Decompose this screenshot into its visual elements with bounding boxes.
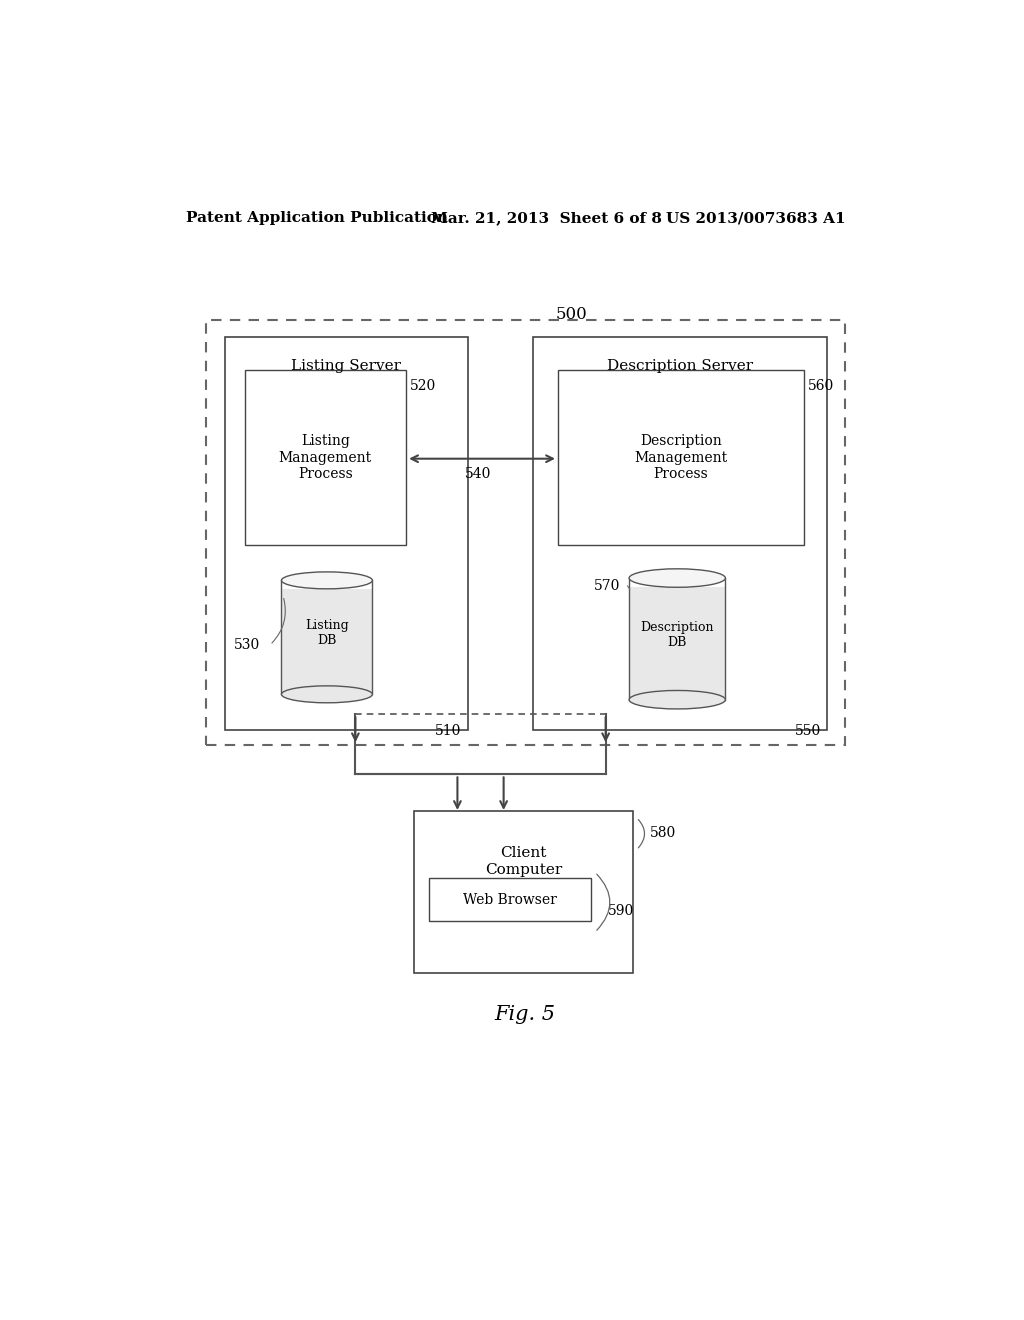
Text: 530: 530 (233, 638, 260, 652)
Bar (414, 812, 633, 973)
Ellipse shape (282, 686, 373, 702)
Text: Client
Computer: Client Computer (484, 846, 562, 876)
Text: Mar. 21, 2013  Sheet 6 of 8: Mar. 21, 2013 Sheet 6 of 8 (431, 211, 662, 226)
Text: 540: 540 (465, 467, 492, 480)
Text: Fig. 5: Fig. 5 (495, 1005, 555, 1024)
Text: 560: 560 (808, 379, 835, 392)
Bar (282, 589, 373, 694)
Text: Description
DB: Description DB (640, 620, 714, 649)
Bar (429, 878, 591, 921)
Text: 520: 520 (410, 379, 436, 392)
Text: 510: 510 (435, 723, 462, 738)
Bar (532, 337, 827, 730)
Bar (629, 587, 725, 700)
Ellipse shape (629, 569, 725, 587)
Ellipse shape (282, 572, 373, 589)
Text: 590: 590 (608, 904, 634, 919)
Text: Description Server: Description Server (607, 359, 753, 374)
Text: Patent Application Publication: Patent Application Publication (186, 211, 449, 226)
Text: US 2013/0073683 A1: US 2013/0073683 A1 (666, 211, 846, 226)
Text: 500: 500 (556, 306, 588, 323)
Text: Listing
DB: Listing DB (305, 619, 349, 648)
Ellipse shape (629, 690, 725, 709)
Bar (206, 321, 845, 744)
Bar (224, 337, 468, 730)
Text: 550: 550 (795, 723, 821, 738)
Text: Description
Management
Process: Description Management Process (635, 434, 728, 480)
Bar (558, 370, 804, 545)
Text: Listing
Management
Process: Listing Management Process (279, 434, 372, 480)
Text: Listing Server: Listing Server (291, 359, 401, 374)
Bar (245, 370, 407, 545)
Text: 570: 570 (594, 578, 620, 593)
Text: Web Browser: Web Browser (463, 892, 557, 907)
Text: 580: 580 (649, 826, 676, 840)
